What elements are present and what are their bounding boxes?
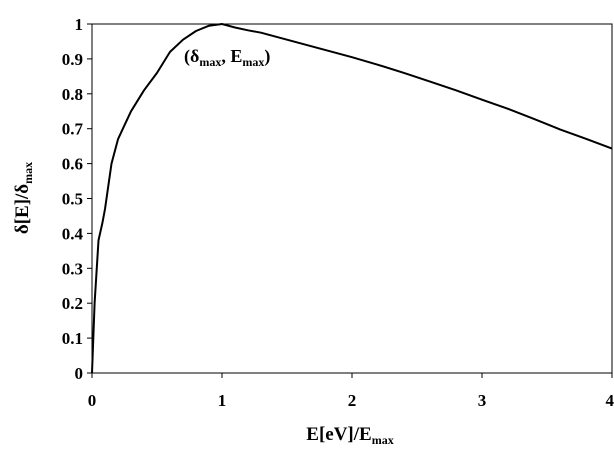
- peak-annotation: (δmax, Emax): [184, 46, 270, 69]
- x-tick-label: 1: [218, 391, 227, 410]
- plot-border: [91, 23, 613, 374]
- annotations: (δmax, Emax): [184, 46, 270, 69]
- annotation-text: (δ: [184, 46, 199, 67]
- y-tick-label: 1: [75, 15, 84, 34]
- x-axis-label-sub: max: [372, 433, 394, 447]
- x-tick-label: 2: [348, 391, 357, 410]
- y-tick-label: 0.1: [62, 329, 83, 348]
- y-tick-label: 0.5: [62, 190, 83, 209]
- x-axis-label-main: E[eV]/E: [306, 424, 371, 445]
- y-tick-label: 0.9: [62, 50, 83, 69]
- annotation-subscript: max: [199, 55, 221, 69]
- y-axis-label: δ[E]/δmax: [12, 162, 35, 234]
- y-tick-label: 0.7: [62, 120, 84, 139]
- y-tick-label: 0.8: [62, 85, 83, 104]
- annotation-subscript: max: [242, 55, 264, 69]
- y-axis: 0 0.1 0.2 0.3 0.4 0.5 0.6 0.7 0.8 0.9 1: [62, 15, 92, 383]
- plot-frame: [91, 23, 613, 374]
- x-tick-label: 4: [606, 391, 614, 410]
- y-axis-label-sub: max: [21, 162, 35, 184]
- x-axis: 0 1 2 3 4: [88, 373, 614, 410]
- y-tick-label: 0.3: [62, 259, 83, 278]
- annotation-text: ): [264, 46, 270, 67]
- series-line: [91, 23, 613, 374]
- x-tick-label: 0: [88, 391, 97, 410]
- y-tick-label: 0: [75, 364, 84, 383]
- y-tick-label: 0.6: [62, 155, 83, 174]
- series-group: [91, 23, 613, 374]
- y-tick-label: 0.4: [62, 224, 84, 243]
- x-tick-label: 3: [478, 391, 487, 410]
- annotation-text: , E: [221, 46, 242, 66]
- y-axis-label-main: δ[E]/δ: [12, 184, 33, 234]
- x-axis-label: E[eV]/Emax: [306, 424, 393, 447]
- y-tick-label: 0.2: [62, 294, 83, 313]
